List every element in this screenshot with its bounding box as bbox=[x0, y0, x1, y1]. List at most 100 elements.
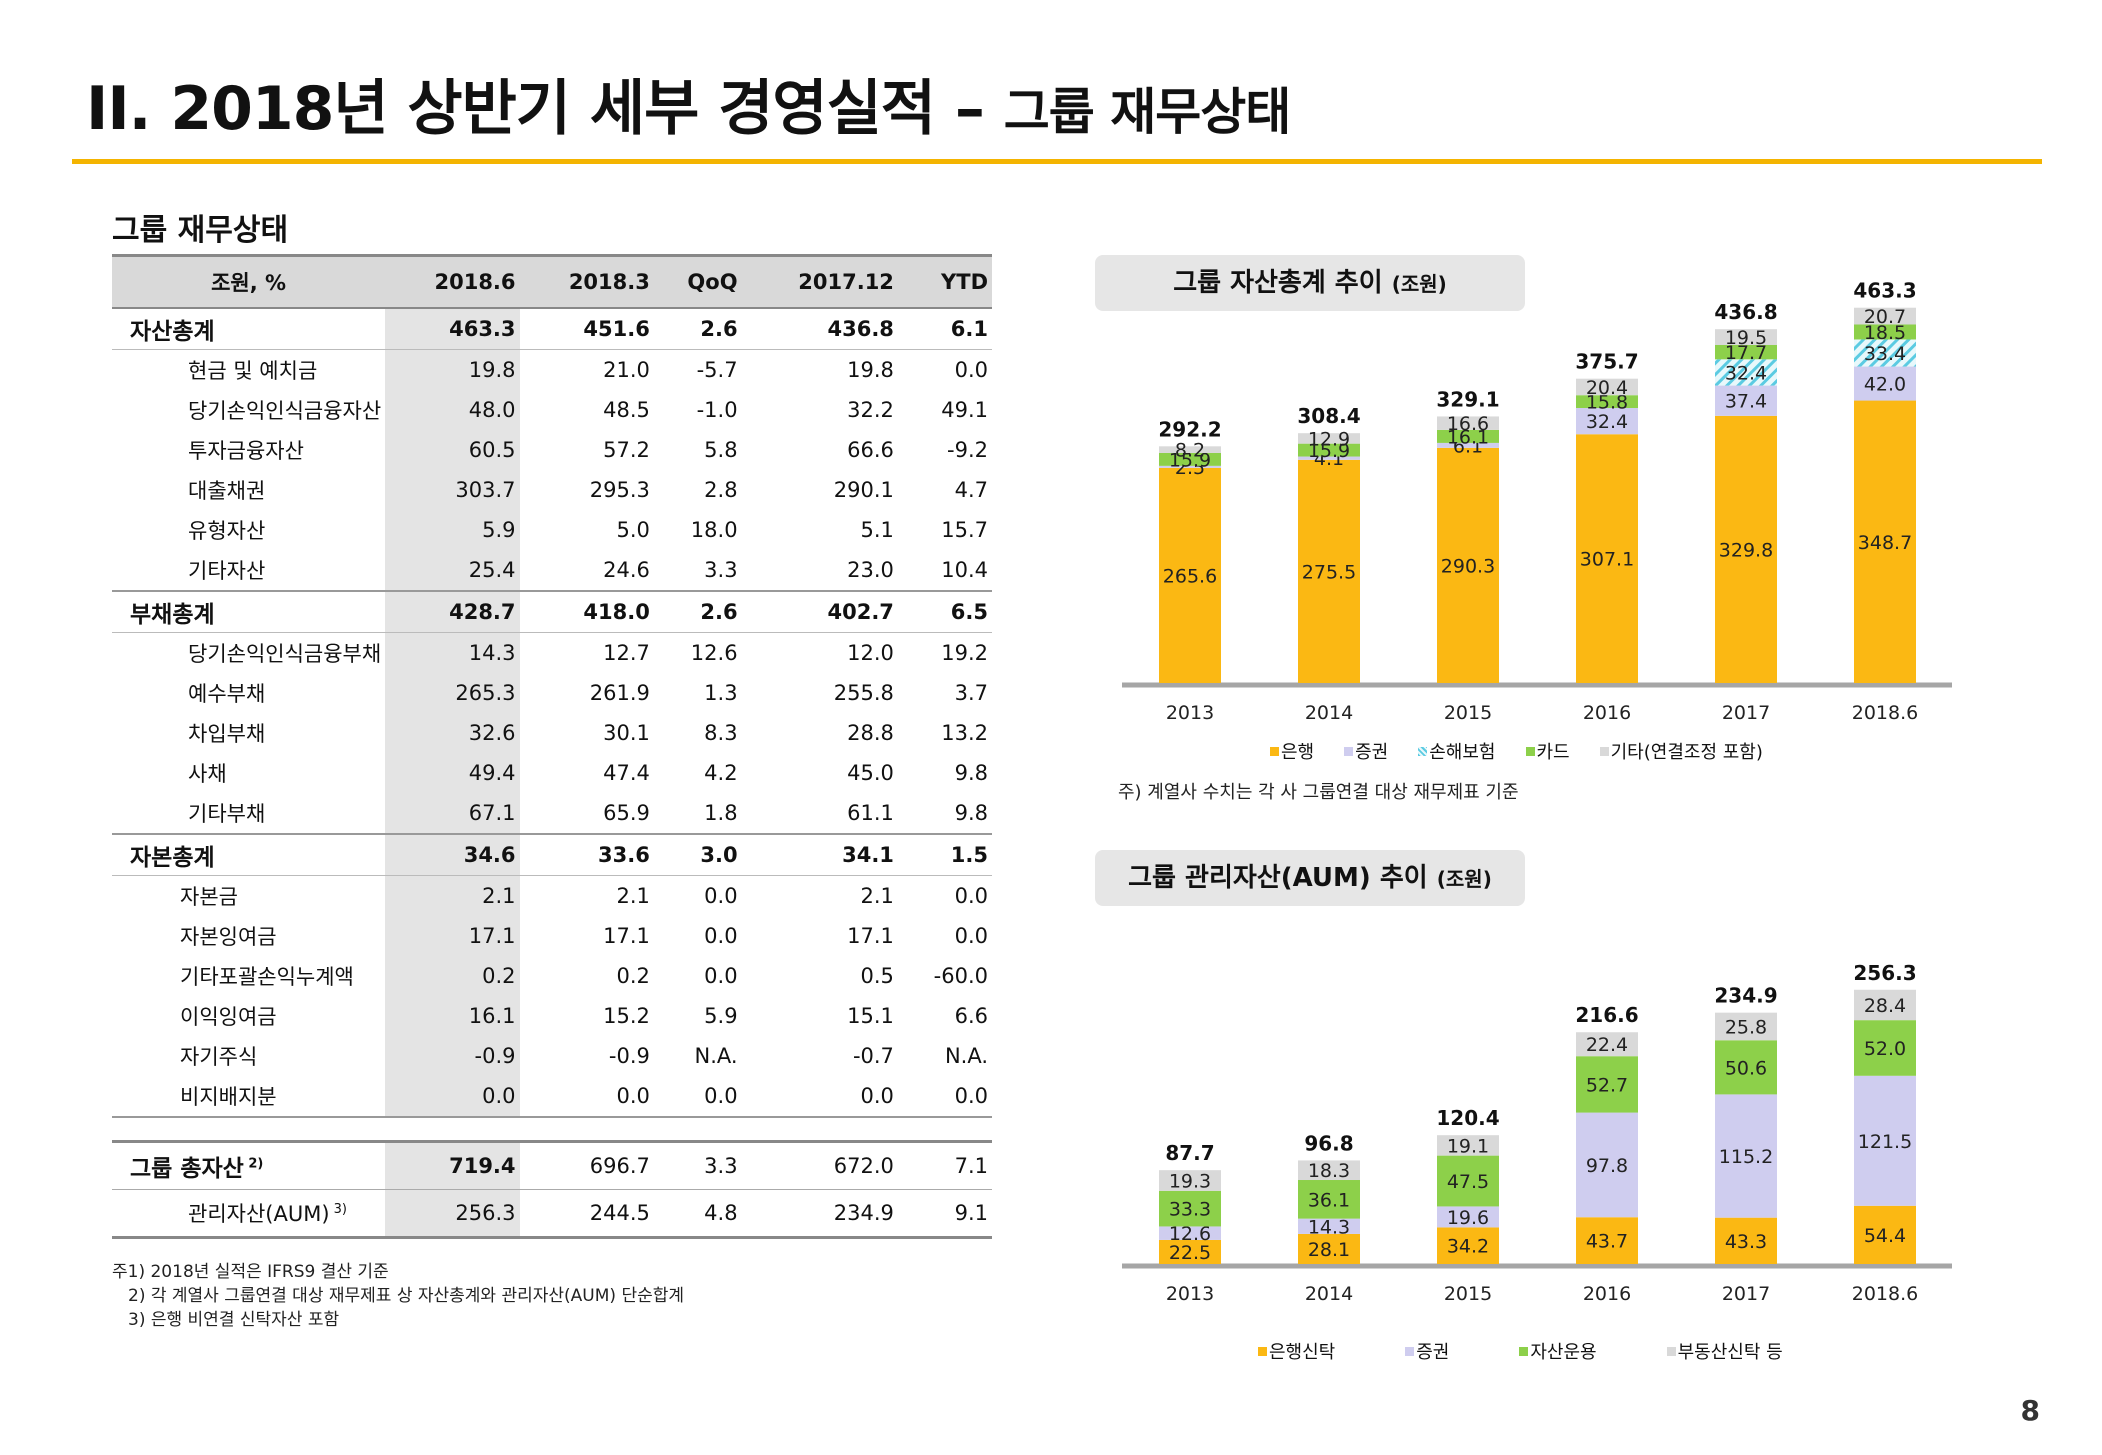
row-value: 303.7 bbox=[385, 470, 520, 510]
total-label: 375.7 bbox=[1575, 350, 1638, 374]
legend-label: 자산운용 bbox=[1530, 1342, 1597, 1363]
row-value: 48.0 bbox=[385, 390, 520, 430]
legend-swatch bbox=[1666, 1346, 1676, 1356]
row-value: 2.6 bbox=[653, 307, 742, 350]
row-label: 자산총계 bbox=[112, 307, 386, 350]
row-value: 48.5 bbox=[603, 398, 650, 422]
row-value: 451.6 bbox=[519, 307, 654, 350]
aum-trend-chart: 22.512.633.3 19.3 87.7 2013 28.114.3 36.1 18.3… bbox=[1122, 961, 1952, 1305]
data-label: 52.0 bbox=[1864, 1038, 1906, 1060]
data-label: 22.5 bbox=[1169, 1242, 1211, 1264]
row-label: 기타자산 bbox=[188, 559, 266, 583]
data-label: 121.5 bbox=[1858, 1131, 1912, 1153]
row-value: 15.2 bbox=[603, 1004, 650, 1028]
legend-label: 부동산신탁 등 bbox=[1677, 1342, 1783, 1363]
row-value: 25.4 bbox=[385, 550, 520, 591]
total-label: 87.7 bbox=[1165, 1141, 1214, 1165]
row-label: 당기손익인식금융자산 bbox=[188, 399, 382, 423]
row-label: 자본금 bbox=[112, 875, 386, 916]
legend-item: 은행신탁 bbox=[1258, 1338, 1335, 1364]
row-value: 49.1 bbox=[941, 398, 988, 422]
row-label: 투자금융자산 bbox=[188, 439, 304, 463]
legend-label: 기타(연결조정 포함) bbox=[1610, 742, 1763, 763]
chart1-note: 주) 계열사 수치는 각 사 그룹연결 대상 재무제표 기준 bbox=[1118, 782, 1519, 803]
bar-segment bbox=[1715, 329, 1777, 345]
row-label: 현금 및 예치금 bbox=[112, 349, 386, 390]
data-label: 15.9 bbox=[1169, 449, 1211, 471]
bar-segment bbox=[1576, 1217, 1638, 1264]
bar-segment bbox=[1437, 1206, 1499, 1228]
row-value: 17.1 bbox=[847, 924, 894, 948]
bar-segment bbox=[1854, 307, 1916, 325]
row-value: 0.2 bbox=[385, 956, 520, 996]
row-value: 4.2 bbox=[704, 761, 738, 785]
row-value: 21.0 bbox=[519, 349, 654, 390]
footnote-mark: 3) bbox=[329, 1202, 348, 1217]
row-value: 0.0 bbox=[954, 1084, 988, 1108]
page-title: II. 2018년 상반기 세부 경영실적 – 그룹 재무상태 bbox=[86, 60, 1291, 147]
legend-label: 은행 bbox=[1281, 742, 1315, 763]
legend-swatch bbox=[1599, 746, 1609, 756]
row-value: 30.1 bbox=[603, 721, 650, 745]
row-value: 0.0 bbox=[954, 924, 988, 948]
table-row: 비지배지분 0.0 0.0 0.0 0.0 0.0 bbox=[112, 1076, 992, 1117]
data-label: 50.6 bbox=[1725, 1057, 1767, 1079]
footnote-1: 주1) 2018년 실적은 IFRS9 결산 기준 bbox=[112, 1262, 389, 1282]
row-value: 0.0 bbox=[897, 349, 992, 390]
bar-segment bbox=[1437, 1135, 1499, 1156]
legend-swatch bbox=[1344, 746, 1354, 756]
row-value: 402.7 bbox=[741, 590, 898, 633]
row-value: 17.1 bbox=[385, 916, 520, 956]
data-label: 19.3 bbox=[1169, 1170, 1211, 1192]
legend-item: 증권 bbox=[1405, 1338, 1449, 1364]
row-value: 66.6 bbox=[847, 438, 894, 462]
row-value: 3.0 bbox=[653, 833, 742, 876]
table-row: 대출채권 303.7 295.3 2.8 290.1 4.7 bbox=[112, 470, 992, 510]
page-title-main: II. 2018년 상반기 세부 경영실적 – bbox=[86, 74, 985, 144]
bar-segment bbox=[1854, 400, 1916, 683]
data-label: 37.4 bbox=[1725, 391, 1767, 413]
footnote-2: 2) 각 계열사 그룹연결 대상 재무제표 상 자산총계와 관리자산(AUM) … bbox=[128, 1286, 685, 1306]
row-value: 18.0 bbox=[690, 518, 738, 542]
bar-segment bbox=[1159, 467, 1221, 683]
bar-segment bbox=[1159, 1170, 1221, 1191]
bar-segment bbox=[1715, 415, 1777, 683]
bar-segment bbox=[1437, 447, 1499, 683]
row-label: 당기손익인식금융부채 bbox=[112, 632, 386, 673]
row-value: -0.7 bbox=[852, 1044, 894, 1068]
legend-item: 자산운용 bbox=[1519, 1338, 1597, 1364]
data-label: 54.4 bbox=[1864, 1225, 1906, 1247]
data-label: 17.7 bbox=[1725, 342, 1767, 364]
data-label: 42.0 bbox=[1864, 374, 1906, 396]
row-value: 290.1 bbox=[833, 478, 894, 502]
footnotes: 주1) 2018년 실적은 IFRS9 결산 기준 2) 각 계열사 그룹연결 … bbox=[112, 1260, 684, 1332]
bar-segment bbox=[1576, 1056, 1638, 1113]
legend-item: 기타(연결조정 포함) bbox=[1599, 738, 1763, 764]
bar-segment bbox=[1715, 344, 1777, 360]
header-cell: 2017.12 bbox=[741, 254, 898, 309]
table-row: 관리자산(AUM) 3) 256.3 244.5 4.8 234.9 9.1 bbox=[112, 1189, 992, 1239]
row-label: 유형자산 bbox=[188, 519, 266, 543]
header-cell: YTD bbox=[897, 254, 992, 309]
data-label: 16.1 bbox=[1447, 426, 1489, 448]
total-label: 292.2 bbox=[1158, 417, 1221, 441]
bar-segment bbox=[1437, 416, 1499, 430]
x-tick-label: 2013 bbox=[1166, 702, 1214, 724]
x-tick-label: 2017 bbox=[1722, 702, 1770, 724]
bar-segment bbox=[1715, 1040, 1777, 1095]
table-spacer bbox=[112, 1116, 992, 1142]
page-title-sub: 그룹 재무상태 bbox=[1003, 83, 1291, 141]
row-label: 관리자산(AUM) 3) bbox=[112, 1189, 386, 1239]
bar-segment bbox=[1298, 1160, 1360, 1181]
row-value: 4.7 bbox=[954, 478, 988, 502]
bar-segment bbox=[1159, 446, 1221, 453]
row-value: 0.0 bbox=[860, 1084, 894, 1108]
row-value: 261.9 bbox=[589, 681, 650, 705]
row-label: 자본잉여금 bbox=[180, 925, 277, 949]
bar-segment bbox=[1854, 1205, 1916, 1264]
row-value: 32.6 bbox=[385, 713, 520, 753]
table-group-row: 자본총계 34.6 33.6 3.0 34.1 1.5 bbox=[112, 833, 992, 876]
row-value: 3.3 bbox=[704, 558, 738, 582]
legend-item: 카드 bbox=[1525, 738, 1570, 764]
chart1-title-unit: (조원) bbox=[1391, 272, 1447, 296]
